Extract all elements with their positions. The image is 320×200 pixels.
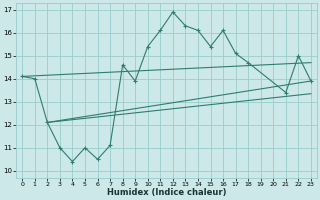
X-axis label: Humidex (Indice chaleur): Humidex (Indice chaleur) (107, 188, 226, 197)
